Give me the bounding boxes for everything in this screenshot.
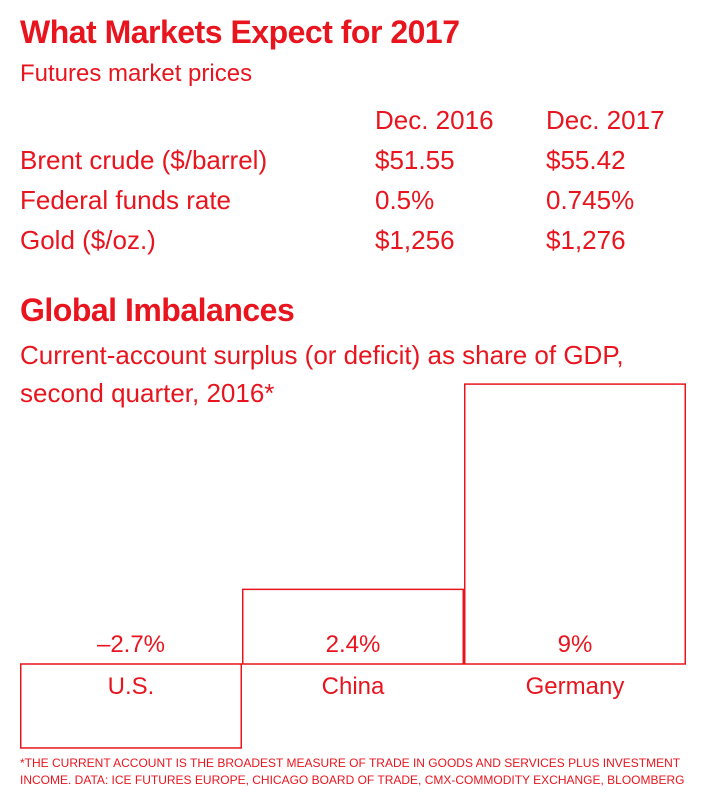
- bar-germany: [464, 383, 686, 665]
- imbalances-subtitle: Current-account surplus (or deficit) as …: [20, 336, 700, 412]
- futures-header-dec-2017: Dec. 2017: [546, 104, 665, 135]
- futures-subtitle: Futures market prices: [20, 60, 253, 87]
- futures-value-dec-2017: $1,276: [546, 224, 626, 255]
- imbalances-subtitle-line-1: Current-account surplus (or deficit) as …: [20, 340, 624, 370]
- value-label-germany: 9%: [558, 631, 593, 658]
- futures-value-dec-2016: 0.5%: [375, 184, 435, 215]
- futures-value-dec-2016: $51.55: [375, 144, 455, 175]
- imbalances-title: Global Imbalances: [20, 292, 295, 328]
- value-label-china: 2.4%: [326, 631, 381, 658]
- futures-row-label: Brent crude ($/barrel): [20, 144, 268, 175]
- futures-row-label: Gold ($/oz.): [20, 224, 156, 255]
- page-title: What Markets Expect for 2017: [20, 14, 460, 50]
- bar-china: [242, 588, 464, 665]
- futures-row-federal-funds-rate: Federal funds rate 0.5% 0.745%: [20, 180, 716, 220]
- futures-header-dec-2016: Dec. 2016: [375, 104, 494, 135]
- futures-value-dec-2017: $55.42: [546, 144, 626, 175]
- futures-row-label: Federal funds rate: [20, 184, 232, 215]
- footnote-line-2: INCOME. DATA: ICE FUTURES EUROPE, CHICAG…: [20, 773, 685, 787]
- footnote: *THE CURRENT ACCOUNT IS THE BROADEST MEA…: [20, 755, 715, 789]
- futures-row-gold: Gold ($/oz.) $1,256 $1,276: [20, 220, 716, 260]
- bar-u-s: [20, 663, 242, 749]
- futures-value-dec-2016: $1,256: [375, 224, 455, 255]
- futures-value-dec-2017: 0.745%: [546, 184, 635, 215]
- category-label-u-s: U.S.: [108, 673, 155, 700]
- futures-table: Dec. 2016 Dec. 2017 Brent crude ($/barre…: [20, 100, 716, 260]
- category-label-china: China: [322, 673, 385, 700]
- futures-header-row: Dec. 2016 Dec. 2017: [20, 100, 716, 140]
- imbalances-subtitle-line-2: second quarter, 2016*: [20, 378, 275, 408]
- value-label-u-s: –2.7%: [97, 631, 165, 658]
- footnote-line-1: *THE CURRENT ACCOUNT IS THE BROADEST MEA…: [20, 756, 681, 770]
- futures-row-brent-crude: Brent crude ($/barrel) $51.55 $55.42: [20, 140, 716, 180]
- category-label-germany: Germany: [526, 673, 625, 700]
